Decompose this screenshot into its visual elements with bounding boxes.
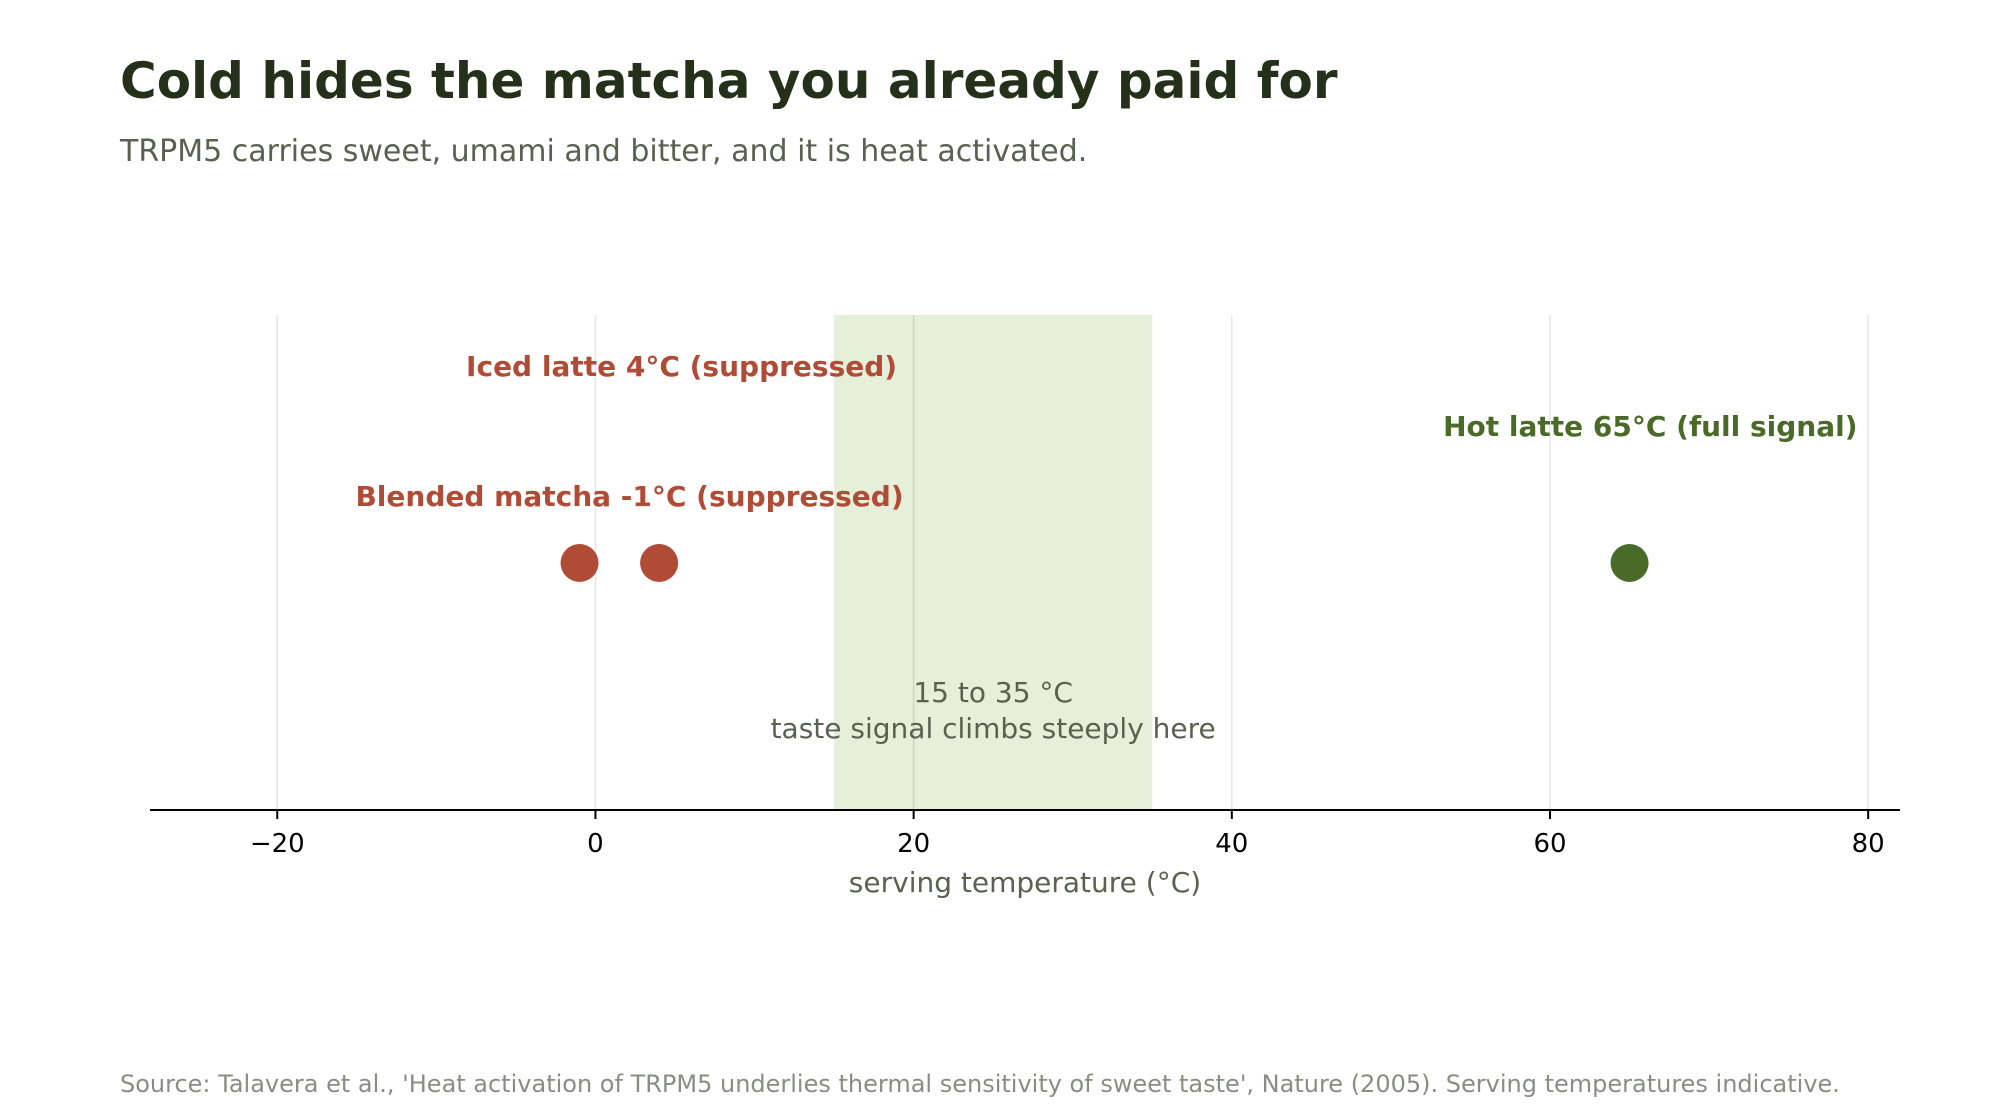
highlight-band [834, 315, 1153, 810]
data-point-label: Hot latte 65°C (full signal) [1443, 410, 1857, 443]
x-tick-label: 80 [1852, 829, 1885, 859]
chart-subtitle: TRPM5 carries sweet, umami and bitter, a… [120, 134, 1088, 169]
chart-title: Cold hides the matcha you already paid f… [120, 52, 1338, 110]
source-note: Source: Talavera et al., 'Heat activatio… [120, 1070, 1840, 1098]
data-point-label: Blended matcha -1°C (suppressed) [355, 480, 903, 513]
x-axis: −20 0 20 40 60 80 serving temperature (°C) [150, 809, 1900, 899]
data-point [560, 544, 599, 582]
band-label-line: taste signal climbs steeply here [771, 712, 1216, 745]
x-tick-label: 60 [1533, 829, 1566, 859]
x-tick-label: 40 [1215, 829, 1248, 859]
band-label: 15 to 35 °C taste signal climbs steeply h… [771, 676, 1216, 745]
band-label-line: 15 to 35 °C [913, 676, 1073, 709]
data-point-label: Iced latte 4°C (suppressed) [466, 350, 897, 383]
data-point [640, 544, 679, 582]
x-tick-label: −20 [250, 829, 305, 859]
points-layer: Blended matcha -1°C (suppressed) Iced lat… [355, 350, 1858, 582]
x-tick-label: 20 [897, 829, 930, 859]
band-layer: 15 to 35 °C taste signal climbs steeply h… [771, 315, 1216, 810]
x-tick-label: 0 [587, 829, 604, 859]
data-point [1610, 544, 1649, 582]
x-axis-title: serving temperature (°C) [849, 866, 1201, 899]
